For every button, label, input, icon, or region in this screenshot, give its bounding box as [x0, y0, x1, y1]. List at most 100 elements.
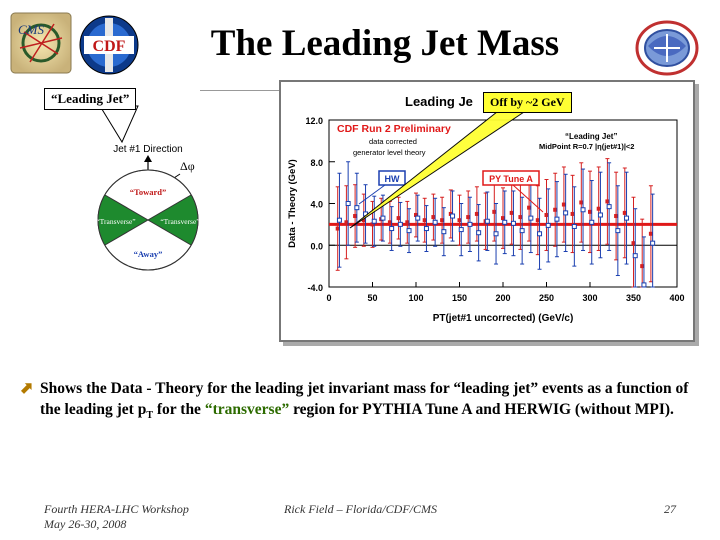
data-point	[457, 218, 462, 223]
data-point	[650, 240, 656, 246]
leading-jet-callout: “Leading Jet”	[44, 88, 137, 110]
data-point	[615, 228, 621, 234]
data-point	[561, 202, 566, 207]
x-tick-label: 150	[452, 293, 467, 303]
y-tick-label: 0.0	[310, 241, 323, 251]
x-tick-label: 300	[582, 293, 597, 303]
inset-title: CDF Run 2 Preliminary	[337, 123, 451, 135]
data-point	[432, 219, 438, 225]
data-point	[624, 215, 630, 221]
data-point	[563, 210, 569, 216]
data-point	[396, 216, 401, 221]
cdf-logo: CDF	[79, 15, 139, 75]
data-point	[606, 204, 612, 210]
data-point	[622, 210, 627, 215]
transverse-left-region	[98, 195, 148, 245]
data-point	[502, 219, 508, 225]
data-point	[596, 206, 601, 211]
data-point	[466, 215, 471, 220]
data-point	[589, 219, 595, 225]
data-point	[335, 226, 340, 231]
data-point	[554, 216, 560, 222]
py-pointer	[512, 184, 544, 213]
data-point	[518, 215, 523, 220]
data-point	[641, 282, 647, 288]
footer-page-number: 27	[664, 502, 676, 516]
data-point	[380, 215, 386, 221]
y-tick-label: 8.0	[310, 158, 323, 168]
data-point	[397, 221, 403, 227]
footer-workshop: Fourth HERA-LHC Workshop May 26-30, 2008	[44, 502, 189, 532]
hw-pointer	[358, 184, 386, 205]
y-axis-label: Data - Theory (GeV)	[287, 159, 298, 248]
inset-line2: generator level theory	[353, 148, 426, 157]
slide-title: The Leading Jet Mass	[210, 23, 560, 64]
data-point	[344, 220, 349, 225]
data-point	[597, 212, 603, 218]
data-point	[431, 215, 436, 220]
x-tick-label: 200	[495, 293, 510, 303]
data-point	[501, 216, 505, 221]
data-point	[476, 230, 482, 236]
transverse-left-label: “Transverse”	[96, 217, 135, 226]
data-point	[414, 212, 418, 217]
chart-title: Leading Je	[405, 94, 473, 109]
data-point	[458, 227, 464, 233]
footer-dates: May 26-30, 2008	[44, 517, 127, 531]
data-point	[588, 209, 592, 214]
data-point	[605, 199, 610, 204]
hw-label: HW	[385, 174, 400, 184]
y-tick-label: 4.0	[310, 200, 323, 210]
data-point	[361, 218, 366, 223]
title-underline	[200, 90, 280, 91]
y-tick-label: 12.0	[305, 116, 323, 126]
data-point	[406, 228, 412, 234]
bullet-part3: region for PYTHIA Tune A and HERWIG (wit…	[289, 401, 674, 418]
footer-workshop-name: Fourth HERA-LHC Workshop	[44, 502, 189, 516]
transverse-right-region	[148, 195, 198, 245]
py-label: PY Tune A	[489, 174, 533, 184]
data-point	[519, 228, 525, 234]
bullet-subscript: T	[146, 410, 154, 422]
data-point	[553, 207, 558, 212]
data-point	[371, 218, 377, 224]
x-tick-label: 350	[626, 293, 641, 303]
callout-pointer-right	[349, 107, 532, 229]
data-point	[535, 218, 540, 223]
hera-lhc-logo	[635, 20, 699, 76]
bullet-arrow-icon: ⬈	[20, 380, 34, 397]
transverse-right-label: “Transverse”	[160, 217, 199, 226]
legend-cuts: MidPoint R=0.7 |η(jet#1)|<2	[539, 142, 634, 151]
off-by-callout: Off by ~2 GeV	[483, 92, 572, 113]
data-point	[415, 215, 421, 221]
data-point	[580, 207, 586, 213]
hw-label-box	[378, 170, 406, 186]
data-point	[648, 231, 653, 236]
toward-label: “Toward”	[130, 187, 167, 197]
data-point	[450, 213, 456, 219]
jet-topology-diagram: Jet #1 Direction Δφ “Toward” “Away” “Tra…	[96, 144, 200, 271]
data-point	[389, 226, 395, 232]
data-point	[537, 231, 543, 237]
bullet-part2: for the	[153, 401, 205, 418]
data-point	[631, 241, 636, 246]
data-point	[509, 210, 514, 215]
data-point	[528, 215, 534, 221]
data-point	[336, 217, 342, 223]
data-point	[440, 218, 445, 223]
data-point	[570, 211, 575, 216]
cms-logo: CMS	[10, 12, 72, 74]
x-tick-label: 250	[539, 293, 554, 303]
data-point	[492, 209, 497, 214]
footer-author: Rick Field – Florida/CDF/CMS	[284, 502, 437, 516]
bullet-text: ⬈ Shows the Data - Theory for the leadin…	[20, 378, 700, 426]
dphi-label: Δφ	[180, 159, 195, 173]
data-point	[354, 205, 360, 211]
bullet-part1: Shows the Data - Theory for the leading …	[40, 380, 689, 418]
data-point	[579, 200, 584, 205]
x-tick-label: 0	[326, 293, 331, 303]
data-point	[474, 211, 479, 216]
svg-text:CMS: CMS	[18, 22, 45, 37]
jet-direction-label: Jet #1 Direction	[113, 144, 182, 155]
inset-line1: data corrected	[369, 137, 417, 146]
